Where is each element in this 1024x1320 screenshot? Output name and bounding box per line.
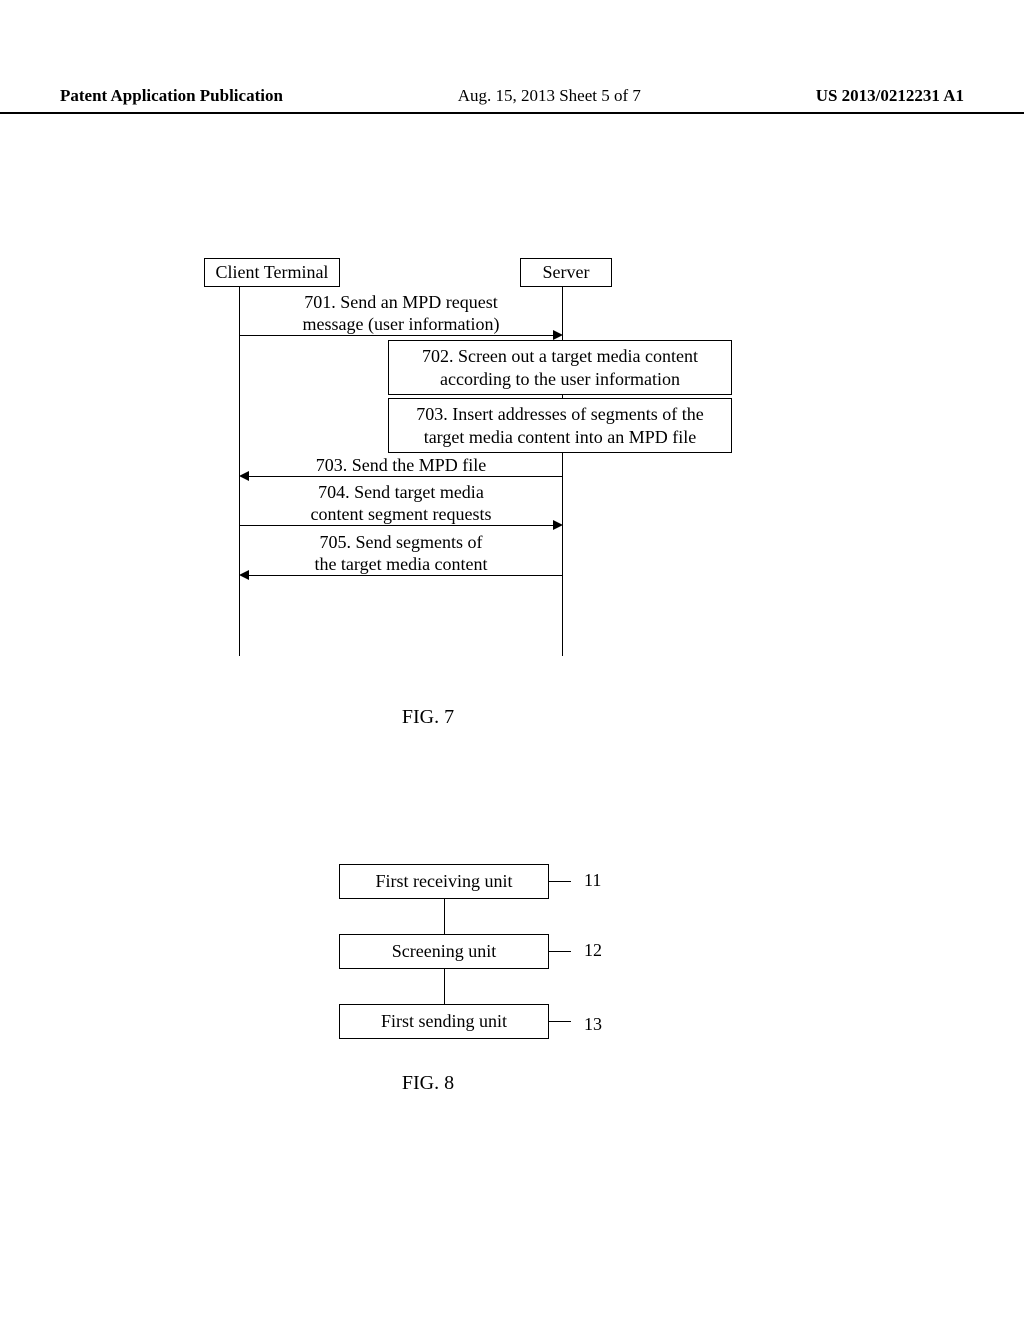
block-13-ref: 13 [584, 1014, 602, 1035]
msg-705-line2: the target media content [314, 554, 487, 574]
actor-server-box: Server [520, 258, 612, 287]
block-12-tick [549, 951, 571, 952]
block-13-label: First sending unit [381, 1011, 507, 1031]
connector-11-12 [444, 898, 445, 934]
fig8-caption: FIG. 8 [388, 1072, 468, 1095]
msg-704-arrowhead [553, 520, 563, 530]
msg-703b-arrowhead [239, 471, 249, 481]
header-mid: Aug. 15, 2013 Sheet 5 of 7 [458, 86, 641, 106]
note-702-line2: according to the user information [440, 369, 680, 389]
fig7-caption: FIG. 7 [388, 706, 468, 729]
note-702-line1: 702. Screen out a target media content [422, 346, 698, 366]
msg-704-line1: 704. Send target media [318, 482, 484, 502]
msg-705-arrowhead [239, 570, 249, 580]
block-11-ref: 11 [584, 870, 601, 891]
page: Patent Application Publication Aug. 15, … [0, 0, 1024, 1320]
msg-701-line1: 701. Send an MPD request [304, 292, 497, 312]
msg-705-line1: 705. Send segments of [320, 532, 483, 552]
msg-704-text: 704. Send target media content segment r… [240, 482, 562, 525]
actor-client-box: Client Terminal [204, 258, 340, 287]
actor-server-label: Server [543, 262, 590, 282]
msg-705-text: 705. Send segments of the target media c… [240, 532, 562, 575]
msg-705-arrow [249, 575, 562, 576]
block-13-tick [549, 1021, 571, 1022]
msg-704-arrow [240, 525, 553, 526]
block-12: Screening unit [339, 934, 549, 969]
note-703-line2: target media content into an MPD file [424, 427, 697, 447]
msg-701-arrowhead [553, 330, 563, 340]
block-12-ref: 12 [584, 940, 602, 961]
block-12-label: Screening unit [392, 941, 496, 961]
block-11-label: First receiving unit [376, 871, 513, 891]
msg-703b-line1: 703. Send the MPD file [316, 455, 487, 475]
block-11-tick [549, 881, 571, 882]
block-13: First sending unit [339, 1004, 549, 1039]
msg-703b-arrow [249, 476, 562, 477]
actor-client-label: Client Terminal [216, 262, 329, 282]
msg-701-text: 701. Send an MPD request message (user i… [240, 292, 562, 335]
note-702: 702. Screen out a target media content a… [388, 340, 732, 395]
connector-12-13 [444, 968, 445, 1004]
msg-704-line2: content segment requests [311, 504, 492, 524]
block-11: First receiving unit [339, 864, 549, 899]
header-right: US 2013/0212231 A1 [816, 86, 964, 106]
note-703: 703. Insert addresses of segments of the… [388, 398, 732, 453]
msg-703b-text: 703. Send the MPD file [240, 455, 562, 477]
header-bar: Patent Application Publication Aug. 15, … [0, 86, 1024, 114]
msg-701-line2: message (user information) [303, 314, 500, 334]
header-left: Patent Application Publication [60, 86, 283, 106]
note-703-line1: 703. Insert addresses of segments of the [416, 404, 703, 424]
msg-701-arrow [240, 335, 553, 336]
